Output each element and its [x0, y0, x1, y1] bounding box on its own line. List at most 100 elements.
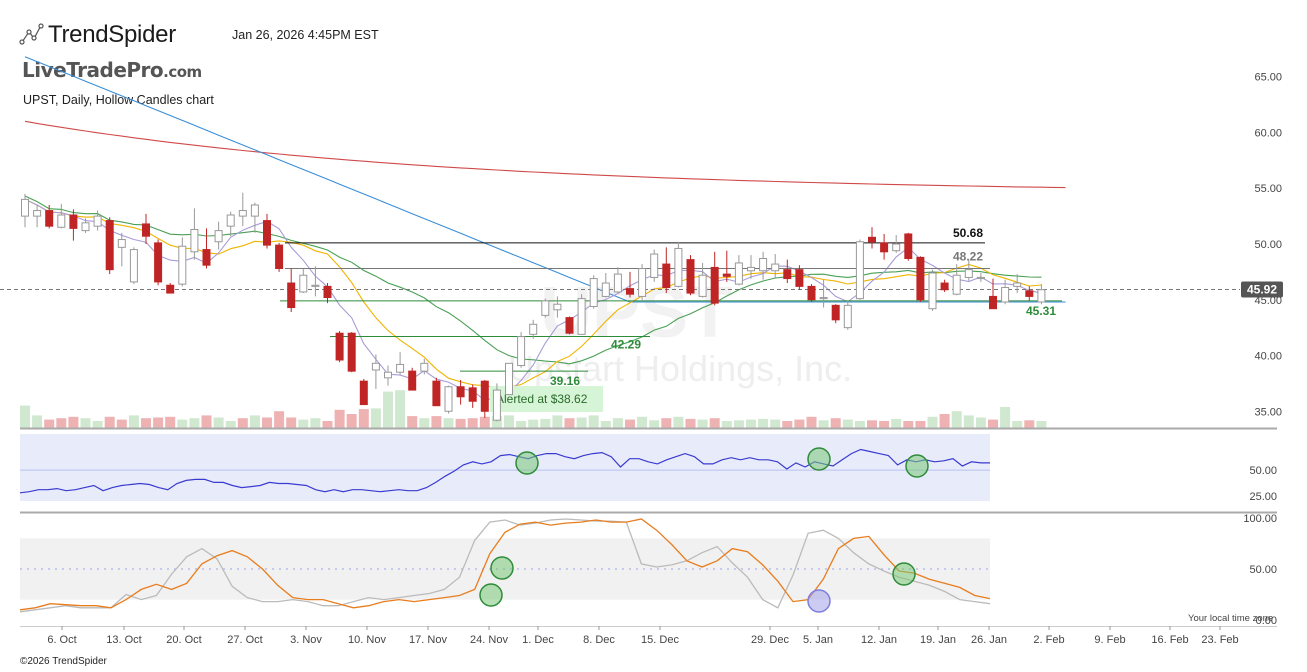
volume-bar [177, 419, 188, 428]
candle-body [541, 300, 550, 316]
last-price-tag [1241, 281, 1283, 298]
volume-bar [842, 419, 853, 428]
rsi-y-tick: 50.00 [1249, 465, 1277, 477]
y-tick-label: 65.00 [1254, 72, 1282, 84]
candle-body [529, 323, 538, 335]
volume-bar [68, 416, 79, 428]
volume-bar [673, 416, 684, 428]
volume-bar [286, 417, 297, 428]
stoch-signal-marker [479, 583, 503, 607]
candle-body [384, 371, 392, 379]
y-tick-label: 50.00 [1254, 239, 1282, 251]
volume-bar [939, 414, 950, 428]
last-price-label: 45.92 [1247, 282, 1277, 296]
volume-bar [830, 418, 841, 428]
volume-bar [262, 417, 272, 428]
candle-body [662, 263, 671, 288]
candle-body [989, 295, 997, 310]
volume-bar [274, 411, 285, 428]
stoch-k-line [19, 518, 991, 611]
stoch-y-tick: 100.00 [1243, 513, 1277, 525]
candle-body [940, 282, 949, 291]
level-label: 39.16 [550, 374, 580, 388]
x-tick-label: 5. Jan [803, 634, 833, 646]
volume-bar [1036, 421, 1047, 428]
volume-bar [516, 421, 527, 428]
volume-bar [637, 416, 648, 428]
volume-bar [358, 409, 369, 428]
ma-200-line [24, 120, 1066, 189]
candle-body [263, 220, 271, 246]
volume-bar [334, 409, 345, 428]
candle-body [928, 272, 937, 310]
candle-body [311, 284, 320, 287]
site-watermark-tld: .com [163, 63, 202, 81]
volume-bar [758, 418, 769, 428]
x-tick-label: 20. Oct [166, 634, 201, 646]
volume-bar [153, 417, 164, 428]
candle-body [577, 298, 586, 335]
volume-bar [346, 414, 357, 428]
volume-bar [32, 415, 43, 428]
candle-body [686, 259, 695, 294]
candle-body [105, 220, 114, 271]
x-tick-label: 15. Dec [641, 634, 679, 646]
candle-body [759, 257, 768, 272]
stoch-signal-marker [892, 562, 916, 586]
candle-body [553, 303, 562, 311]
volume-bar [927, 416, 938, 428]
candle-body [154, 242, 163, 283]
candle-body [613, 273, 622, 293]
candle-body [1037, 289, 1046, 303]
candle-body [589, 278, 598, 307]
candle-body [432, 380, 441, 407]
volume-bar [370, 408, 381, 428]
candle-body [178, 245, 187, 285]
candle-body [734, 262, 743, 285]
volume-bar [201, 415, 212, 428]
candle-body [190, 229, 199, 253]
candle-body [843, 304, 852, 329]
volume-bar [479, 416, 490, 428]
volume-bar [383, 391, 393, 428]
y-tick-label: 45.00 [1254, 295, 1282, 307]
volume-bar [854, 421, 865, 428]
y-tick-label: 60.00 [1254, 127, 1282, 139]
volume-bar [104, 416, 115, 428]
candle-body [93, 215, 102, 227]
volume-bar [794, 419, 805, 428]
volume-bar [298, 419, 309, 428]
volume-bar [782, 421, 793, 428]
rsi-signal-marker [905, 454, 929, 478]
volume-bar [455, 418, 466, 428]
candle-body [33, 210, 42, 217]
candle-body [396, 363, 405, 373]
x-tick-label: 3. Nov [290, 634, 322, 646]
rsi-signal-marker [807, 447, 831, 471]
x-tick-label: 24. Nov [470, 634, 508, 646]
candle-body [45, 210, 54, 227]
x-tick-label: 12. Jan [861, 634, 897, 646]
volume-bar [879, 421, 890, 428]
volume-bar [310, 418, 321, 428]
candle-body [747, 266, 755, 272]
volume-bar [746, 419, 756, 428]
candle-body [142, 223, 150, 237]
volume-bar [467, 418, 478, 428]
volume-bar [721, 421, 732, 428]
volume-bar [1024, 420, 1035, 428]
volume-bar [431, 416, 442, 428]
candle-body [480, 380, 489, 412]
candle-body [698, 274, 707, 297]
volume-bar [249, 415, 260, 428]
candle-body [299, 274, 308, 293]
candle-body [166, 284, 175, 294]
x-tick-label: 2. Feb [1033, 634, 1064, 646]
volume-bar [407, 416, 418, 428]
candle-body [565, 317, 574, 334]
candle-body [505, 362, 513, 396]
candle-body [831, 304, 840, 321]
ma-50-line [24, 56, 1066, 303]
stoch-d-line [19, 518, 991, 613]
